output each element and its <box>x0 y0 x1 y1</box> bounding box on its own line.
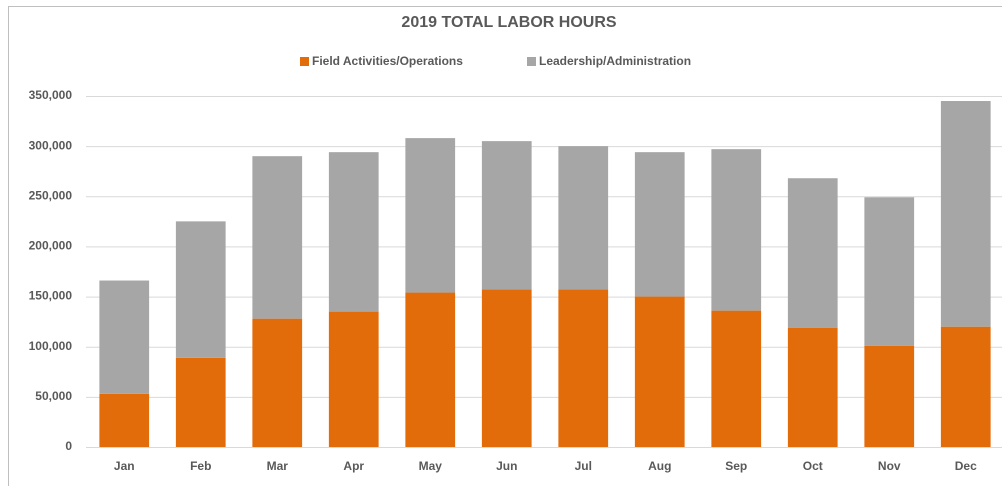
bar-segment <box>405 292 456 447</box>
bar-segment <box>328 311 379 447</box>
legend-swatch <box>300 57 309 66</box>
y-tick-label: 150,000 <box>29 289 73 303</box>
x-tick-label: Jan <box>114 459 135 473</box>
x-tick-label: Aug <box>648 459 671 473</box>
y-tick-label: 200,000 <box>29 239 73 253</box>
legend-swatch <box>527 57 536 66</box>
x-tick-label: Feb <box>190 459 211 473</box>
y-tick-label: 300,000 <box>29 138 73 152</box>
bar-segment <box>634 296 685 447</box>
x-tick-label: Apr <box>343 459 364 473</box>
bar-segment <box>405 138 456 293</box>
x-tick-label: Jul <box>575 459 592 473</box>
y-tick-label: 250,000 <box>29 188 73 202</box>
x-tick-label: Nov <box>878 459 901 473</box>
bar-segment <box>328 152 379 312</box>
bar-segment <box>787 178 838 328</box>
bar-segment <box>175 357 226 447</box>
bar-segment <box>175 221 226 358</box>
bar-segment <box>864 197 915 346</box>
y-tick-label: 350,000 <box>29 88 73 102</box>
bar-segment <box>787 327 838 447</box>
legend-label: Field Activities/Operations <box>312 54 463 68</box>
bar-segment <box>558 289 609 447</box>
y-tick-label: 100,000 <box>29 339 73 353</box>
x-tick-label: Jun <box>496 459 517 473</box>
x-tick-label: May <box>419 459 443 473</box>
bar-segment <box>481 141 532 290</box>
bar-segment <box>252 156 303 319</box>
x-tick-label: Oct <box>803 459 823 473</box>
bar-segment <box>99 280 150 394</box>
bar-segment <box>940 101 991 327</box>
bar-segment <box>864 345 915 447</box>
x-tick-label: Mar <box>267 459 289 473</box>
bar-segment <box>99 393 150 447</box>
bar-segment <box>481 289 532 447</box>
bar-segment <box>558 146 609 290</box>
legend-label: Leadership/Administration <box>539 54 691 68</box>
bar-segment <box>940 326 991 447</box>
bar-segment <box>634 152 685 297</box>
chart-title: 2019 TOTAL LABOR HOURS <box>401 14 616 31</box>
x-tick-label: Sep <box>725 459 747 473</box>
y-tick-label: 50,000 <box>35 389 72 403</box>
bar-segment <box>711 149 762 311</box>
y-tick-label: 0 <box>65 439 72 453</box>
bar-segment <box>711 310 762 447</box>
bar-segment <box>252 318 303 447</box>
x-tick-label: Dec <box>955 459 977 473</box>
